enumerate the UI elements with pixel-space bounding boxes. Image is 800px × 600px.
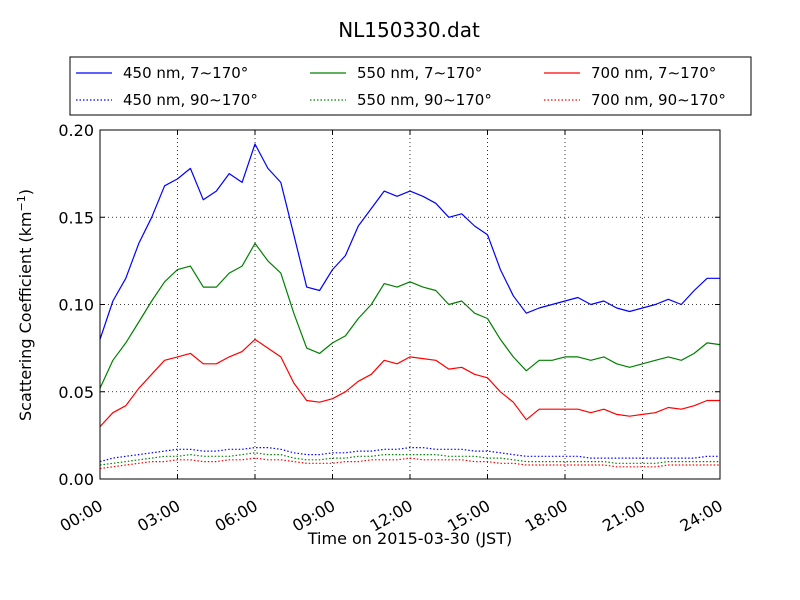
series-line-4 <box>99 452 720 466</box>
legend-label-5: 700 nm, 90∼170° <box>591 91 726 109</box>
legend-label-3: 450 nm, 90∼170° <box>123 91 258 109</box>
series-line-1 <box>99 242 721 389</box>
x-tick-label: 03:00 <box>134 496 183 536</box>
y-tick-label: 0.10 <box>58 296 94 315</box>
x-tick-label: 18:00 <box>522 496 571 536</box>
y-tick-label: 0.00 <box>58 470 94 489</box>
chart-title: NL150330.dat <box>338 18 480 42</box>
x-tick-label: 06:00 <box>212 496 261 536</box>
series-line-0 <box>99 143 720 340</box>
y-tick-label: 0.20 <box>58 121 94 140</box>
grid <box>100 130 720 479</box>
legend-label-2: 700 nm, 7∼170° <box>591 64 716 82</box>
x-axis-label: Time on 2015-03-30 (JST) <box>307 529 512 548</box>
x-tick-label: 00:00 <box>57 496 106 536</box>
legend-label-1: 550 nm, 7∼170° <box>357 64 482 82</box>
x-tick-label: 21:00 <box>599 496 648 536</box>
series-line-2 <box>99 338 720 428</box>
series-line-5 <box>99 457 720 470</box>
ticks: 00:00 03:00 06:00 09:00 12:00 15:00 18:00 21:00… <box>57 121 726 536</box>
y-tick-label: 0.15 <box>58 208 94 227</box>
y-axis-label-sup: −1 <box>15 195 28 211</box>
y-axis-label-main: Scattering Coefficient (km <box>16 211 35 421</box>
legend: 450 nm, 7∼170° 550 nm, 7∼170° 700 nm, 7∼17… <box>69 56 752 116</box>
series-line-3 <box>99 447 720 463</box>
series-layer <box>99 143 721 470</box>
y-tick-label: 0.05 <box>58 383 94 402</box>
legend-label-4: 550 nm, 90∼170° <box>357 91 492 109</box>
legend-label-0: 450 nm, 7∼170° <box>123 64 248 82</box>
x-tick-label: 24:00 <box>677 496 726 536</box>
y-axis-label: Scattering Coefficient (km−1) <box>15 189 35 421</box>
legend-box <box>69 56 752 116</box>
y-axis-label-close: ) <box>16 189 35 195</box>
